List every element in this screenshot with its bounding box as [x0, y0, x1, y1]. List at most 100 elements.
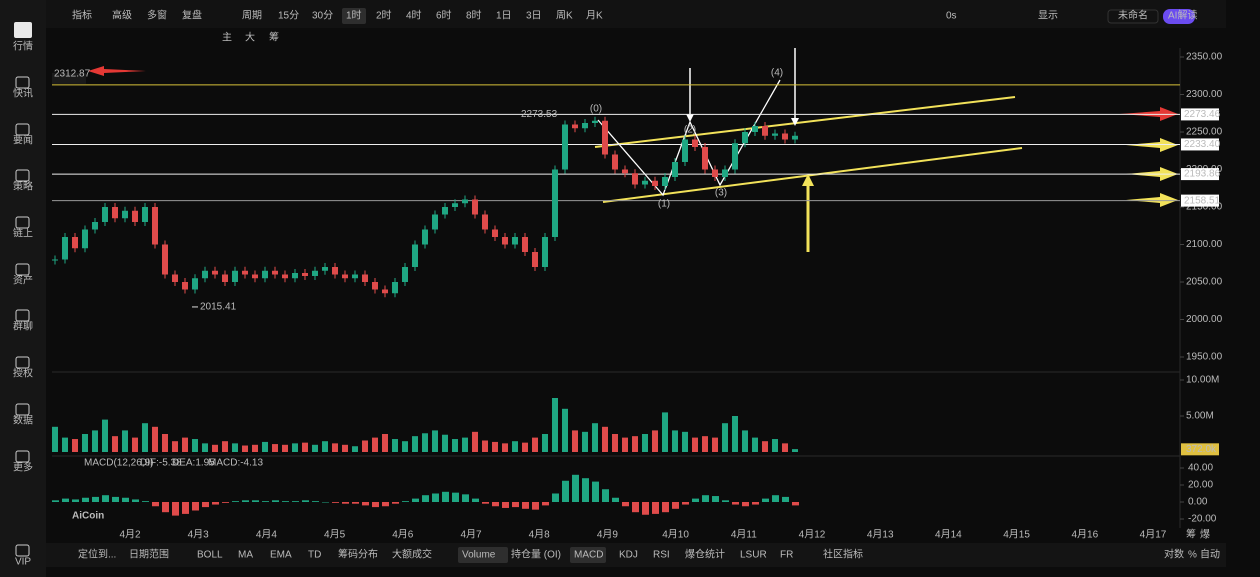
sidebar-icon[interactable]: [15, 403, 30, 416]
volume-bar: [732, 416, 738, 452]
scale-button[interactable]: 自动: [1200, 548, 1220, 561]
volume-bar: [72, 439, 78, 452]
candle: [302, 273, 308, 276]
sidebar-icon[interactable]: [15, 450, 30, 463]
scale-button[interactable]: %: [1188, 550, 1197, 561]
toolbar-item[interactable]: 周期: [242, 10, 262, 22]
sidebar-label[interactable]: 快讯: [13, 88, 33, 100]
y-tick-label: 2300.00: [1186, 89, 1223, 100]
period-button[interactable]: 1日: [496, 11, 512, 22]
candle: [592, 120, 598, 123]
candle: [402, 267, 408, 282]
period-button[interactable]: 3日: [526, 11, 542, 22]
macd-bar: [762, 498, 769, 502]
sidebar-label[interactable]: 数据: [13, 414, 33, 427]
sidebar-icon[interactable]: [15, 544, 30, 557]
period-button[interactable]: 月K: [586, 10, 603, 22]
date-label: 4月7: [460, 529, 482, 541]
sidebar-icon[interactable]: [15, 309, 30, 322]
indicator-button[interactable]: 爆仓统计: [685, 548, 725, 561]
toolbar-item[interactable]: 高级: [112, 9, 132, 22]
draw-tool[interactable]: 主: [222, 32, 232, 44]
indicator-button[interactable]: BOLL: [197, 550, 223, 561]
sidebar-label[interactable]: 资产: [13, 274, 33, 287]
date-label: 4月15: [1003, 529, 1030, 541]
channel-line: [602, 147, 1023, 203]
candle: [172, 274, 178, 282]
period-button[interactable]: 4时: [406, 10, 422, 22]
indicator-button[interactable]: RSI: [653, 550, 670, 561]
draw-tool[interactable]: 筹: [269, 31, 279, 44]
macd-bar: [292, 501, 299, 502]
sidebar-icon[interactable]: [15, 216, 30, 229]
sidebar-label[interactable]: 要闻: [13, 134, 33, 147]
sidebar-label[interactable]: VIP: [15, 557, 31, 568]
bottom-button[interactable]: 日期范围: [129, 548, 169, 561]
indicator-button[interactable]: KDJ: [619, 550, 638, 561]
level-tag: [1181, 168, 1219, 181]
indicator-button[interactable]: 社区指标: [823, 548, 863, 561]
macd-bar: [492, 502, 499, 507]
toolbar-right-item[interactable]: AI解读: [1168, 9, 1197, 22]
sidebar-icon[interactable]: [15, 356, 30, 369]
scale-button[interactable]: 对数: [1164, 548, 1184, 561]
macd-tick-label: -20.00: [1188, 514, 1217, 525]
volume-bar: [152, 426, 158, 452]
volume-bar: [722, 423, 728, 452]
toolbar-right-item[interactable]: 0s: [946, 11, 957, 22]
sidebar-label[interactable]: 策略: [13, 180, 33, 193]
toolbar-item[interactable]: 复盘: [182, 9, 202, 22]
period-button[interactable]: 2时: [376, 10, 392, 22]
toolbar-item[interactable]: 指标: [72, 9, 92, 22]
macd-bar: [422, 495, 429, 502]
sidebar-label[interactable]: 群聊: [13, 320, 33, 333]
candle: [542, 237, 548, 267]
y-tick-label: 2150.00: [1186, 202, 1223, 213]
indicator-button[interactable]: 大额成交: [392, 548, 432, 561]
indicator-button[interactable]: MACD: [574, 550, 603, 561]
toolbar-right-item[interactable]: 显示: [1038, 10, 1058, 22]
toolbar-item[interactable]: 多窗: [147, 9, 167, 22]
active-period-box: [342, 8, 366, 24]
sidebar-label[interactable]: 授权: [13, 367, 33, 380]
arrow-head: [791, 118, 799, 126]
bottom-button[interactable]: 定位到...: [78, 548, 116, 561]
indicator-button[interactable]: Volume: [462, 550, 496, 561]
sidebar-icon[interactable]: [15, 263, 30, 276]
sidebar-icon[interactable]: [15, 123, 30, 136]
period-button[interactable]: 30分: [312, 10, 333, 22]
candle: [752, 126, 758, 132]
sidebar-label[interactable]: 行情: [13, 40, 33, 53]
period-button[interactable]: 15分: [278, 10, 299, 22]
indicator-button[interactable]: 持仓量 (OI): [511, 548, 561, 561]
candle: [692, 139, 698, 147]
indicator-button[interactable]: TD: [308, 550, 321, 561]
macd-bar: [392, 502, 399, 504]
candle: [412, 244, 418, 267]
indicator-button[interactable]: EMA: [270, 550, 292, 561]
period-button[interactable]: 1时: [346, 10, 362, 22]
volume-bar: [272, 444, 278, 452]
bottom-bar: [46, 543, 1226, 567]
macd-bar: [602, 489, 609, 502]
volume-bar: [122, 430, 128, 452]
sidebar-icon[interactable]: [15, 76, 30, 89]
indicator-button[interactable]: LSUR: [740, 550, 767, 561]
sidebar-label[interactable]: 更多: [13, 461, 33, 474]
date-label: 4月6: [392, 529, 414, 541]
macd-dea: DEA:1.95: [172, 458, 215, 469]
volume-tick-label: 10.00M: [1186, 375, 1219, 386]
period-button[interactable]: 周K: [556, 10, 573, 22]
period-button[interactable]: 8时: [466, 10, 482, 22]
toolbar-right-item[interactable]: 未命名: [1118, 9, 1148, 22]
volume-bar: [792, 449, 798, 452]
indicator-button[interactable]: 筹码分布: [338, 548, 378, 561]
volume-bar: [472, 431, 478, 452]
draw-tool[interactable]: 大: [245, 31, 255, 44]
sidebar-label[interactable]: 链上: [13, 227, 33, 240]
indicator-button[interactable]: FR: [780, 550, 793, 561]
sidebar-icon[interactable]: [15, 169, 30, 182]
indicator-button[interactable]: MA: [238, 550, 253, 561]
volume-bar: [162, 434, 168, 452]
period-button[interactable]: 6时: [436, 10, 452, 22]
